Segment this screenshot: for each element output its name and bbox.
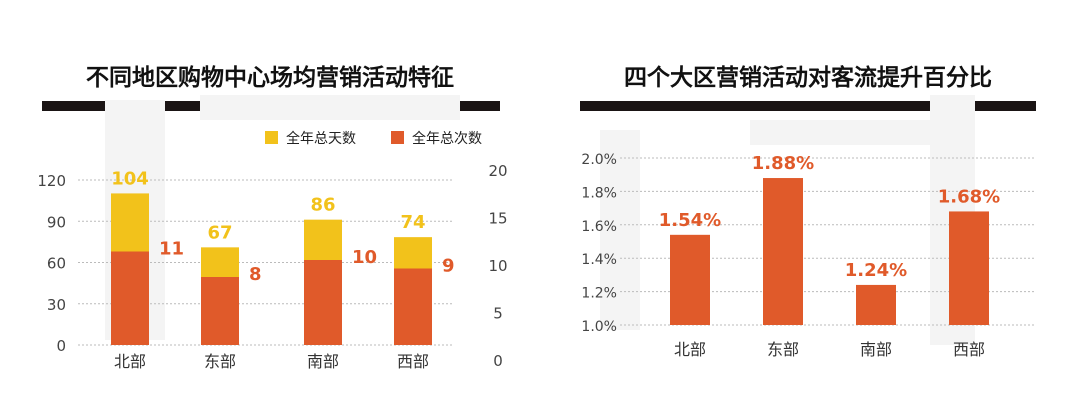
x-tick-label: 北部 — [674, 340, 706, 359]
right-title-rule — [580, 101, 1036, 111]
x-tick-label: 东部 — [204, 352, 236, 371]
days-data-label: 104 — [111, 168, 149, 189]
x-tick-label: 南部 — [307, 352, 339, 371]
y-left-tick-label: 90 — [47, 213, 66, 231]
x-tick-label: 北部 — [114, 352, 146, 371]
y-left-tick-label: 120 — [37, 172, 66, 190]
legend-label-days: 全年总天数 — [286, 130, 356, 147]
uplift-data-label: 1.54% — [659, 210, 721, 231]
count-bar — [201, 277, 239, 345]
y-right-tick-label: 15 — [488, 210, 507, 228]
count-bar — [394, 268, 432, 345]
y-right-tick-label: 5 — [493, 305, 503, 323]
right-chart-title: 四个大区营销活动对客流提升百分比 — [624, 65, 992, 91]
legend-swatch-days — [265, 131, 278, 144]
x-tick-label: 东部 — [767, 340, 799, 359]
count-data-label: 10 — [352, 247, 377, 268]
uplift-data-label: 1.68% — [938, 186, 1000, 207]
y-left-tick-label: 60 — [47, 255, 66, 273]
uplift-data-label: 1.24% — [845, 260, 907, 281]
y-tick-label: 1.8% — [581, 185, 617, 201]
watermark-shape — [600, 130, 640, 330]
count-bar — [304, 260, 342, 345]
days-data-label: 86 — [310, 195, 335, 216]
y-right-tick-label: 0 — [493, 352, 503, 370]
x-tick-label: 西部 — [953, 340, 985, 359]
uplift-bar — [763, 178, 803, 325]
y-tick-label: 1.2% — [581, 286, 617, 302]
y-right-tick-label: 10 — [488, 257, 507, 275]
days-data-label: 74 — [400, 212, 425, 233]
y-right-tick-label: 20 — [488, 162, 507, 180]
x-tick-label: 南部 — [860, 340, 892, 359]
uplift-bar — [670, 234, 710, 325]
y-tick-label: 2.0% — [581, 152, 617, 168]
uplift-bar — [856, 284, 896, 325]
count-data-label: 9 — [442, 256, 455, 277]
y-tick-label: 1.4% — [581, 252, 617, 268]
count-data-label: 8 — [249, 264, 262, 285]
x-tick-label: 西部 — [397, 352, 429, 371]
y-tick-label: 1.0% — [581, 319, 617, 335]
legend-swatch-count — [391, 131, 404, 144]
watermark-shape — [200, 95, 460, 120]
y-left-tick-label: 30 — [47, 296, 66, 314]
y-tick-label: 1.6% — [581, 219, 617, 235]
days-data-label: 67 — [207, 222, 232, 243]
count-data-label: 11 — [159, 239, 184, 260]
left-chart-title: 不同地区购物中心场均营销活动特征 — [86, 65, 454, 91]
uplift-data-label: 1.88% — [752, 153, 814, 174]
legend-label-count: 全年总次数 — [412, 130, 482, 147]
count-bar — [111, 251, 149, 345]
uplift-bar — [949, 211, 989, 325]
y-left-tick-label: 0 — [56, 337, 66, 355]
